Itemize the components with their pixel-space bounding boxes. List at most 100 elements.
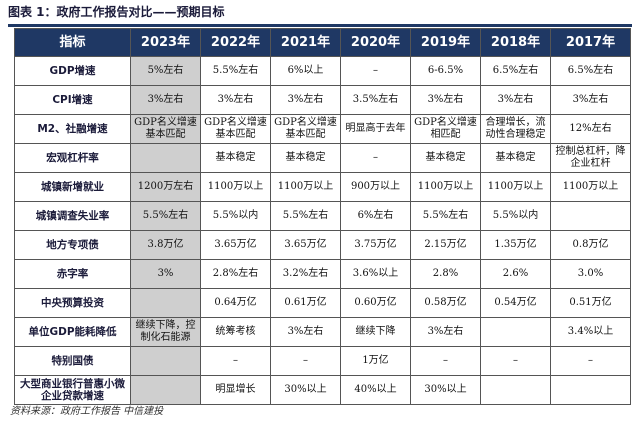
table-cell: –	[410, 346, 481, 376]
table-cell: 12%左右	[550, 114, 631, 144]
header-year: 2019年	[410, 28, 481, 57]
table-cell: 2.8%左右	[200, 259, 271, 289]
table-cell: 5.5%以内	[200, 201, 271, 231]
table-cell: 40%以上	[340, 375, 411, 405]
row-label: 赤字率	[14, 259, 131, 289]
table-cell: 基本稳定	[270, 143, 341, 173]
row-label: CPI增速	[14, 85, 131, 115]
header-year: 2020年	[340, 28, 411, 57]
table-cell: 6.5%左右	[550, 56, 631, 86]
row-label: 中央预算投资	[14, 288, 131, 318]
table-cell: GDP名义增速基本匹配	[270, 114, 341, 144]
table-cell: 3%	[130, 259, 201, 289]
table-cell: 0.61万亿	[270, 288, 341, 318]
header-year: 2023年	[130, 28, 201, 57]
table-cell: 6.5%左右	[480, 56, 551, 86]
row-label: 地方专项债	[14, 230, 131, 260]
table-cell: 3%左右	[200, 85, 271, 115]
table-cell: 合理增长，流动性合理稳定	[480, 114, 551, 144]
table-cell: 6%以上	[270, 56, 341, 86]
table-cell: 1100万以上	[550, 172, 631, 202]
table-cell: 3.6%以上	[340, 259, 411, 289]
table-cell: 0.51万亿	[550, 288, 631, 318]
table-cell: 3%左右	[270, 317, 341, 347]
table-cell: 继续下降	[340, 317, 411, 347]
table-cell: –	[550, 346, 631, 376]
table-cell: 1100万以上	[480, 172, 551, 202]
table-cell: 3%左右	[130, 85, 201, 115]
table-cell: 5.5%以内	[480, 201, 551, 231]
table-cell: 3%左右	[270, 85, 341, 115]
header-year: 2021年	[270, 28, 341, 57]
table-cell: 5%左右	[130, 56, 201, 86]
table-cell: 1万亿	[340, 346, 411, 376]
source-note: 资料来源：政府工作报告 中信建投	[10, 406, 164, 417]
table-cell: 3.75万亿	[340, 230, 411, 260]
table-cell: –	[480, 346, 551, 376]
table-cell: 0.8万亿	[550, 230, 631, 260]
header-year: 2017年	[550, 28, 631, 57]
table-cell	[130, 288, 201, 318]
table-cell: 3%左右	[410, 85, 481, 115]
targets-table: 指标 2023年 2022年 2021年 2020年 2019年 2018年 2…	[14, 28, 631, 405]
table-cell: GDP名义增速相匹配	[410, 114, 481, 144]
row-label: 城镇调查失业率	[14, 201, 131, 231]
table-cell: 3.4%以上	[550, 317, 631, 347]
row-label: GDP增速	[14, 56, 131, 86]
table-cell: 0.64万亿	[200, 288, 271, 318]
table-cell	[480, 317, 551, 347]
table-cell	[130, 375, 201, 405]
table-cell: 3.65万亿	[200, 230, 271, 260]
table-cell: 0.54万亿	[480, 288, 551, 318]
table-cell	[550, 375, 631, 405]
table-row: 城镇新增就业 1200万左右 1100万以上 1100万以上 900万以上 11…	[14, 172, 631, 202]
table-cell: 3.0%	[550, 259, 631, 289]
table-cell: –	[270, 346, 341, 376]
table-row: 特别国债 – – 1万亿 – – –	[14, 346, 631, 376]
table-cell	[130, 346, 201, 376]
row-label: 宏观杠杆率	[14, 143, 131, 173]
table-cell: 0.58万亿	[410, 288, 481, 318]
table-cell: –	[340, 56, 411, 86]
table-cell: GDP名义增速基本匹配	[200, 114, 271, 144]
table-cell: 明显高于去年	[340, 114, 411, 144]
row-label: M2、社融增速	[14, 114, 131, 144]
table-cell: 3%左右	[410, 317, 481, 347]
table-cell: 2.8%	[410, 259, 481, 289]
header-year: 2022年	[200, 28, 271, 57]
table-row: 大型商业银行普惠小微企业贷款增速 明显增长 30%以上 40%以上 30%以上	[14, 375, 631, 405]
table-cell: 3.8万亿	[130, 230, 201, 260]
table-cell: 1200万左右	[130, 172, 201, 202]
table-cell	[130, 143, 201, 173]
table-cell: 30%以上	[270, 375, 341, 405]
table-cell	[480, 375, 551, 405]
table-cell: 3%左右	[550, 85, 631, 115]
table-row: 城镇调查失业率 5.5%左右 5.5%以内 5.5%左右 6%左右 5.5%左右…	[14, 201, 631, 231]
row-label: 大型商业银行普惠小微企业贷款增速	[14, 375, 131, 405]
table-cell: 0.60万亿	[340, 288, 411, 318]
row-label: 特别国债	[14, 346, 131, 376]
table-row: M2、社融增速 GDP名义增速基本匹配 GDP名义增速基本匹配 GDP名义增速基…	[14, 114, 631, 144]
header-row: 指标 2023年 2022年 2021年 2020年 2019年 2018年 2…	[14, 28, 631, 57]
figure-title: 图表 1：政府工作报告对比——预期目标	[8, 5, 225, 19]
table-cell: 6%左右	[340, 201, 411, 231]
table-row: 赤字率 3% 2.8%左右 3.2%左右 3.6%以上 2.8% 2.6% 3.…	[14, 259, 631, 289]
table-row: 地方专项债 3.8万亿 3.65万亿 3.65万亿 3.75万亿 2.15万亿 …	[14, 230, 631, 260]
table-cell: 5.5%左右	[200, 56, 271, 86]
table-cell: 基本稳定	[410, 143, 481, 173]
table-cell: GDP名义增速基本匹配	[130, 114, 201, 144]
table-cell: 1100万以上	[200, 172, 271, 202]
title-rule	[8, 24, 632, 27]
table-cell: 5.5%左右	[130, 201, 201, 231]
table-cell: 1100万以上	[270, 172, 341, 202]
table-cell: 2.6%	[480, 259, 551, 289]
table-cell: 基本稳定	[200, 143, 271, 173]
table-cell: 控制总杠杆，降企业杠杆	[550, 143, 631, 173]
table-cell: 30%以上	[410, 375, 481, 405]
table-cell: 2.15万亿	[410, 230, 481, 260]
table-cell: 明显增长	[200, 375, 271, 405]
table-row: CPI增速 3%左右 3%左右 3%左右 3.5%左右 3%左右 3%左右 3%…	[14, 85, 631, 115]
row-label: 单位GDP能耗降低	[14, 317, 131, 347]
row-label: 城镇新增就业	[14, 172, 131, 202]
table-cell: 3%左右	[480, 85, 551, 115]
